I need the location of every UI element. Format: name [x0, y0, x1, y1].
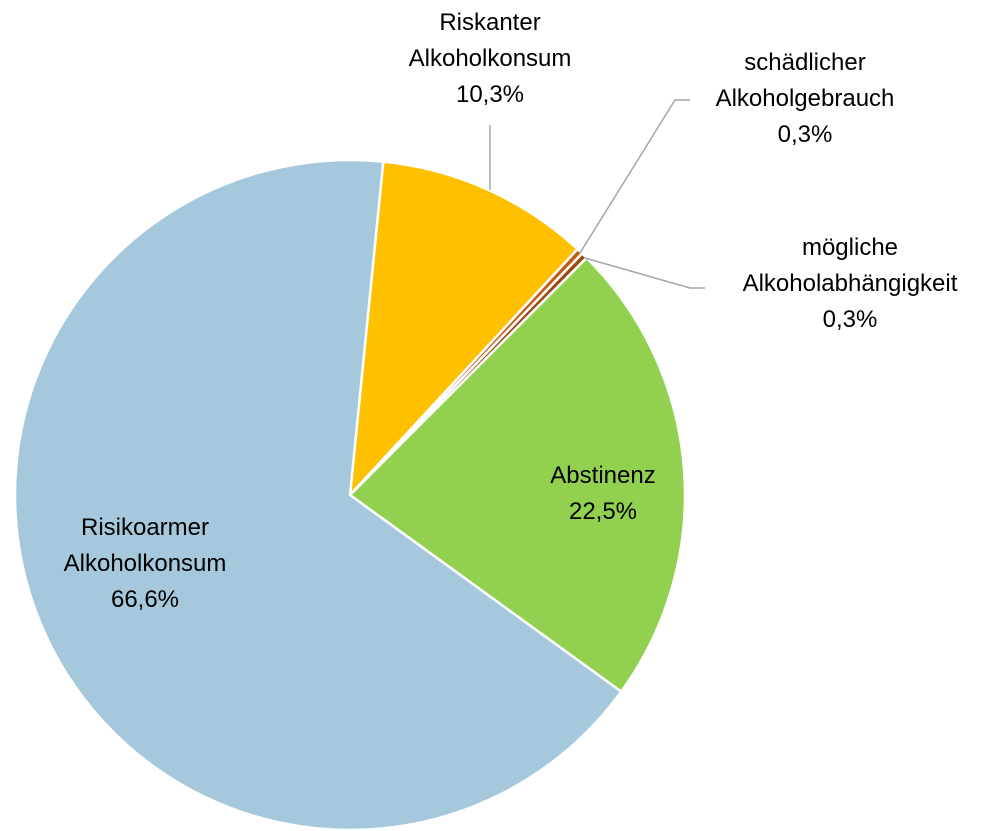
- label-value: 0,3%: [777, 121, 833, 148]
- leader-lines: [489, 99, 705, 289]
- data-label: Abstinenz 22,5%: [513, 458, 693, 530]
- leader-line: [579, 99, 690, 254]
- data-label: Riskanter Alkoholkonsum 10,3%: [390, 5, 590, 113]
- label-name: Abstinenz: [550, 462, 656, 489]
- leader-line: [584, 257, 705, 289]
- data-label: schädlicher Alkoholgebrauch 0,3%: [675, 45, 935, 153]
- label-name: Riskanter Alkoholkonsum: [408, 9, 572, 72]
- label-name: Risikoarmer Alkoholkonsum: [63, 514, 227, 577]
- label-value: 66,6%: [110, 586, 180, 613]
- pie: [13, 158, 687, 831]
- pie-slice: [348, 256, 687, 694]
- pie-slice: [348, 160, 580, 499]
- label-value: 0,3%: [822, 306, 878, 333]
- label-name: mögliche Alkoholabhängigkeit: [742, 234, 958, 297]
- label-value: 10,3%: [455, 81, 525, 108]
- label-value: 22,5%: [568, 498, 638, 525]
- data-label: mögliche Alkoholabhängigkeit 0,3%: [700, 230, 1000, 338]
- pie-slice: [13, 158, 623, 831]
- label-name: schädlicher Alkoholgebrauch: [715, 49, 895, 112]
- data-label: Risikoarmer Alkoholkonsum 66,6%: [25, 510, 265, 618]
